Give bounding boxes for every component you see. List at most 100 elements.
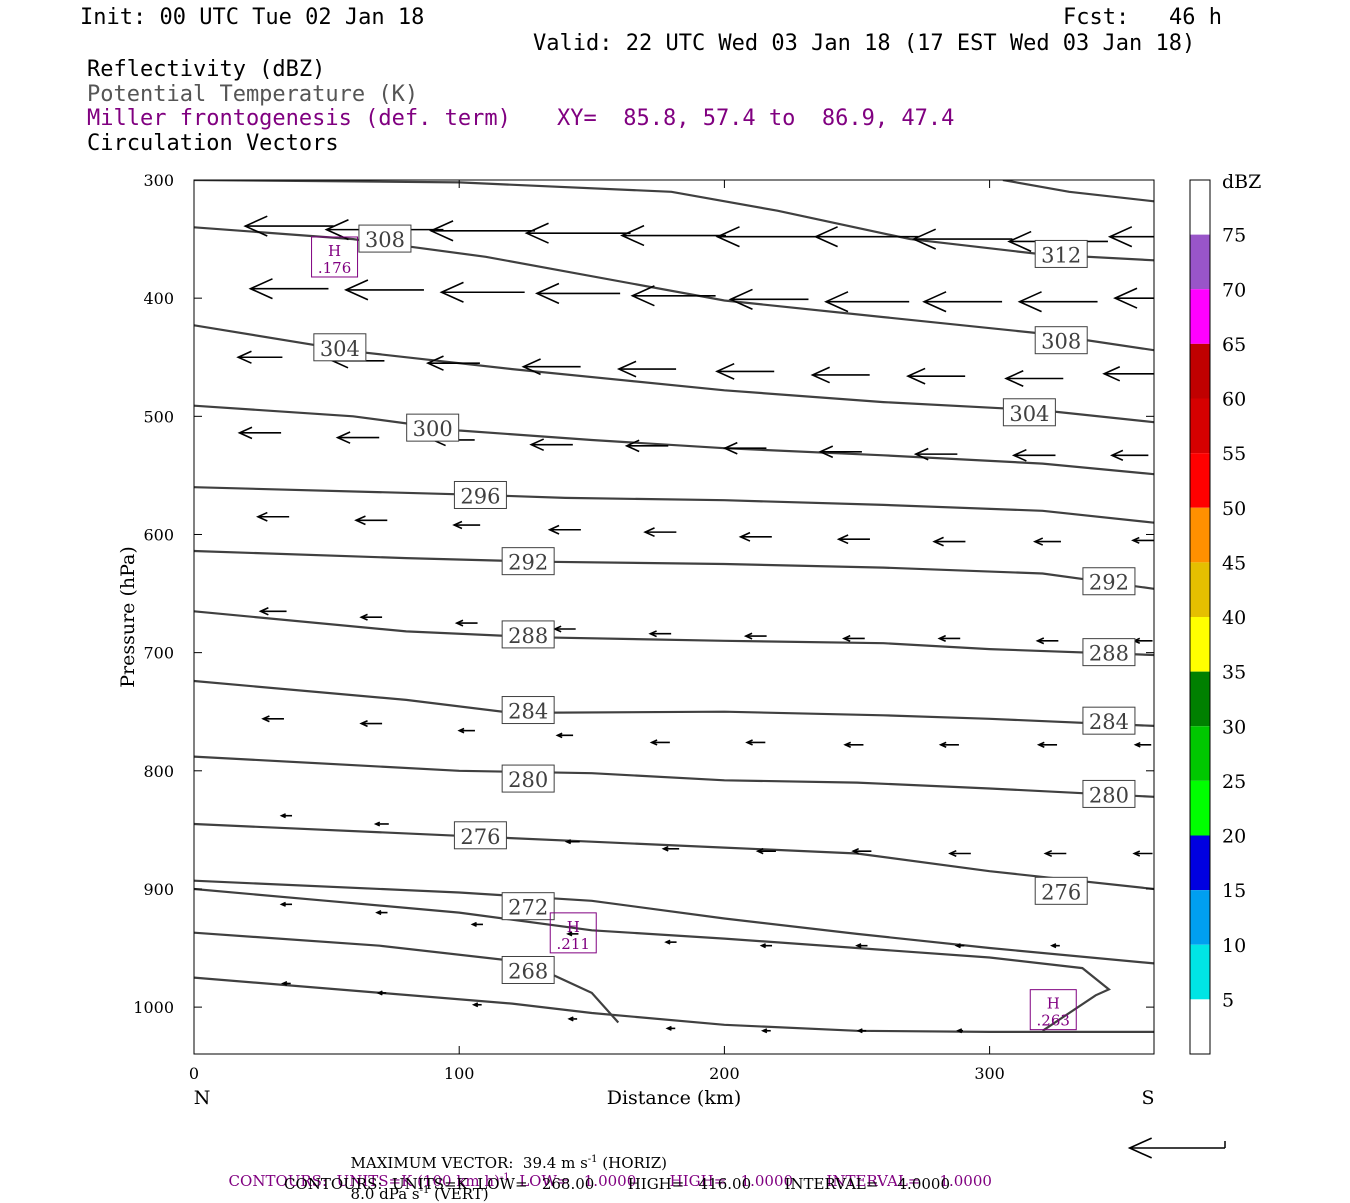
contour-label-text: 276: [460, 825, 500, 849]
circulation-vector: [954, 943, 965, 949]
contour-label-text: 284: [508, 700, 548, 724]
circulation-vector: [567, 1016, 578, 1022]
theta-contour-276: [194, 879, 1154, 965]
colorbar-tick-label: 45: [1222, 552, 1246, 574]
x-tick-label: 200: [709, 1064, 740, 1083]
y-tick-label: 400: [143, 289, 174, 308]
circulation-vector-head: [938, 741, 947, 748]
circulation-vector: [841, 634, 865, 642]
circulation-vector: [738, 531, 772, 542]
circulation-vector-head: [1017, 291, 1042, 313]
circulation-vector: [818, 445, 862, 459]
colorbar-segment: [1190, 343, 1210, 399]
circulation-vector: [280, 980, 291, 987]
circulation-vector-head: [1050, 943, 1057, 949]
y-tick-label: 900: [143, 880, 174, 899]
contour-label-text: 284: [1089, 710, 1129, 734]
contour-label-text: 280: [1089, 783, 1129, 807]
circulation-vector-head: [1132, 850, 1141, 857]
circulation-vector-head: [715, 226, 740, 248]
circulation-vector-head: [728, 288, 753, 310]
circulation-vector: [1131, 536, 1154, 544]
max-vector-vert-tail: (VERT): [429, 1185, 489, 1203]
circulation-vector-head: [280, 980, 288, 987]
circulation-vector-head: [375, 910, 382, 916]
circulation-vector: [343, 279, 424, 301]
circulation-vector: [547, 524, 581, 535]
contours-fronto-exp: -1: [499, 1172, 510, 1183]
frontogenesis-max-box: [1029, 989, 1077, 1031]
circulation-vector: [248, 278, 329, 300]
circulation-vector-head: [715, 362, 735, 380]
circulation-vector-head: [922, 291, 947, 313]
circulation-vector-head: [1032, 537, 1044, 546]
circulation-vector-head: [1110, 449, 1124, 461]
reference-vector-arrow-head: [1127, 1137, 1152, 1159]
circulation-vector: [937, 634, 961, 642]
theta-contour-284: [194, 679, 1154, 727]
contour-label-text: 308: [365, 228, 405, 252]
circulation-vector: [236, 350, 283, 364]
contour-label-text: 300: [413, 417, 453, 441]
circulation-vector-head: [261, 715, 270, 723]
colorbar-tick-label: 75: [1222, 225, 1246, 247]
contour-label-box: [501, 620, 555, 649]
circulation-vector: [649, 739, 670, 746]
circulation-vector-head: [243, 215, 268, 237]
colorbar-tick-label: 5: [1222, 989, 1234, 1011]
forecast-hour: Fcst: 46 h: [1063, 5, 1222, 30]
circulation-vector-head: [813, 226, 838, 248]
circulation-vector-head: [1102, 366, 1121, 382]
contour-label: 308: [358, 224, 412, 253]
circulation-vector-head: [534, 282, 560, 305]
circulation-vector-head: [1036, 741, 1045, 748]
circulation-vector-head: [236, 350, 252, 364]
circulation-vector-head: [755, 847, 764, 855]
circulation-vector: [1011, 448, 1056, 462]
circulation-vector: [359, 613, 383, 621]
circulation-vector-head: [620, 224, 645, 247]
frontogenesis-max-box: [311, 236, 359, 278]
circulation-vector: [524, 222, 631, 244]
colorbar-segment: [1190, 835, 1210, 891]
circulation-vector-head: [955, 1028, 963, 1034]
colorbar-tick-label: 20: [1222, 826, 1246, 848]
contour-label-text: 292: [1089, 571, 1129, 595]
circulation-vector-head: [452, 520, 463, 530]
colorbar-tick-label: 55: [1222, 443, 1246, 465]
circulation-vector: [1004, 370, 1064, 387]
circulation-vector: [471, 1002, 482, 1008]
circulation-vector-head: [836, 534, 849, 545]
circulation-vector: [1050, 943, 1060, 949]
circulation-vector: [843, 741, 864, 748]
contour-label: 288: [1082, 638, 1136, 667]
y-tick-label: 300: [143, 171, 174, 190]
circulation-vector-head: [425, 355, 444, 371]
circulation-vector-head: [279, 813, 286, 819]
circulation-vector-head: [439, 281, 464, 303]
circulation-vector: [755, 847, 776, 855]
circulation-vector: [429, 220, 536, 242]
frontogenesis-max-label: H: [1047, 995, 1060, 1013]
x-end-label-north: N: [194, 1087, 211, 1109]
circulation-vector-head: [948, 849, 957, 858]
circulation-vector: [1032, 537, 1061, 546]
circulation-vector: [810, 366, 870, 384]
circulation-vector-head: [616, 360, 637, 378]
circulation-vector: [932, 536, 966, 547]
x-tick-label: 0: [189, 1064, 199, 1083]
y-axis-label: Pressure (hPa): [117, 546, 139, 688]
colorbar-segment: [1190, 780, 1210, 836]
circulation-vector: [856, 1028, 867, 1034]
circulation-vector: [470, 921, 483, 927]
circulation-vector: [1017, 291, 1098, 313]
circulation-vector-head: [237, 426, 253, 440]
circulation-vector: [913, 447, 958, 461]
colorbar-tick-label: 60: [1222, 389, 1246, 411]
circulation-vector: [1113, 287, 1154, 309]
circulation-vector-head: [855, 943, 862, 949]
circulation-vector: [745, 739, 766, 746]
field-vectors: Circulation Vectors: [87, 131, 339, 156]
contour-label: 284: [501, 696, 555, 725]
